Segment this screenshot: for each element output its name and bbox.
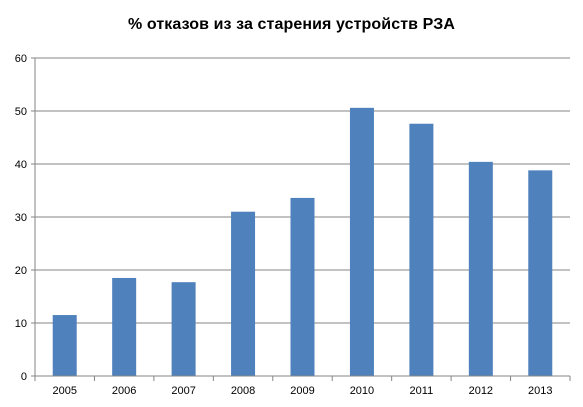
bar: [52, 315, 77, 376]
x-tick-label: 2007: [171, 385, 195, 397]
x-tick-label: 2013: [528, 385, 552, 397]
y-tick-label: 10: [15, 318, 27, 330]
y-tick-label: 30: [15, 212, 27, 224]
y-tick-label: 0: [21, 371, 27, 383]
bar: [290, 197, 315, 376]
x-tick-label: 2009: [290, 385, 314, 397]
x-tick-label: 2006: [112, 385, 136, 397]
bar: [112, 277, 137, 376]
x-tick-label: 2010: [350, 385, 374, 397]
bar: [349, 107, 374, 376]
bar: [468, 161, 493, 376]
y-tick-label: 20: [15, 265, 27, 277]
x-tick-label: 2005: [52, 385, 76, 397]
bar: [528, 170, 553, 376]
bar: [231, 211, 256, 376]
x-tick-label: 2012: [469, 385, 493, 397]
x-tick-label: 2011: [410, 385, 434, 397]
y-tick-label: 60: [15, 53, 27, 65]
y-tick-label: 40: [15, 159, 27, 171]
bar: [409, 123, 434, 376]
x-tick-label: 2008: [231, 385, 255, 397]
chart-title: % отказов из за старения устройств РЗА: [128, 16, 455, 33]
y-tick-label: 50: [15, 106, 27, 118]
bar: [171, 282, 196, 376]
